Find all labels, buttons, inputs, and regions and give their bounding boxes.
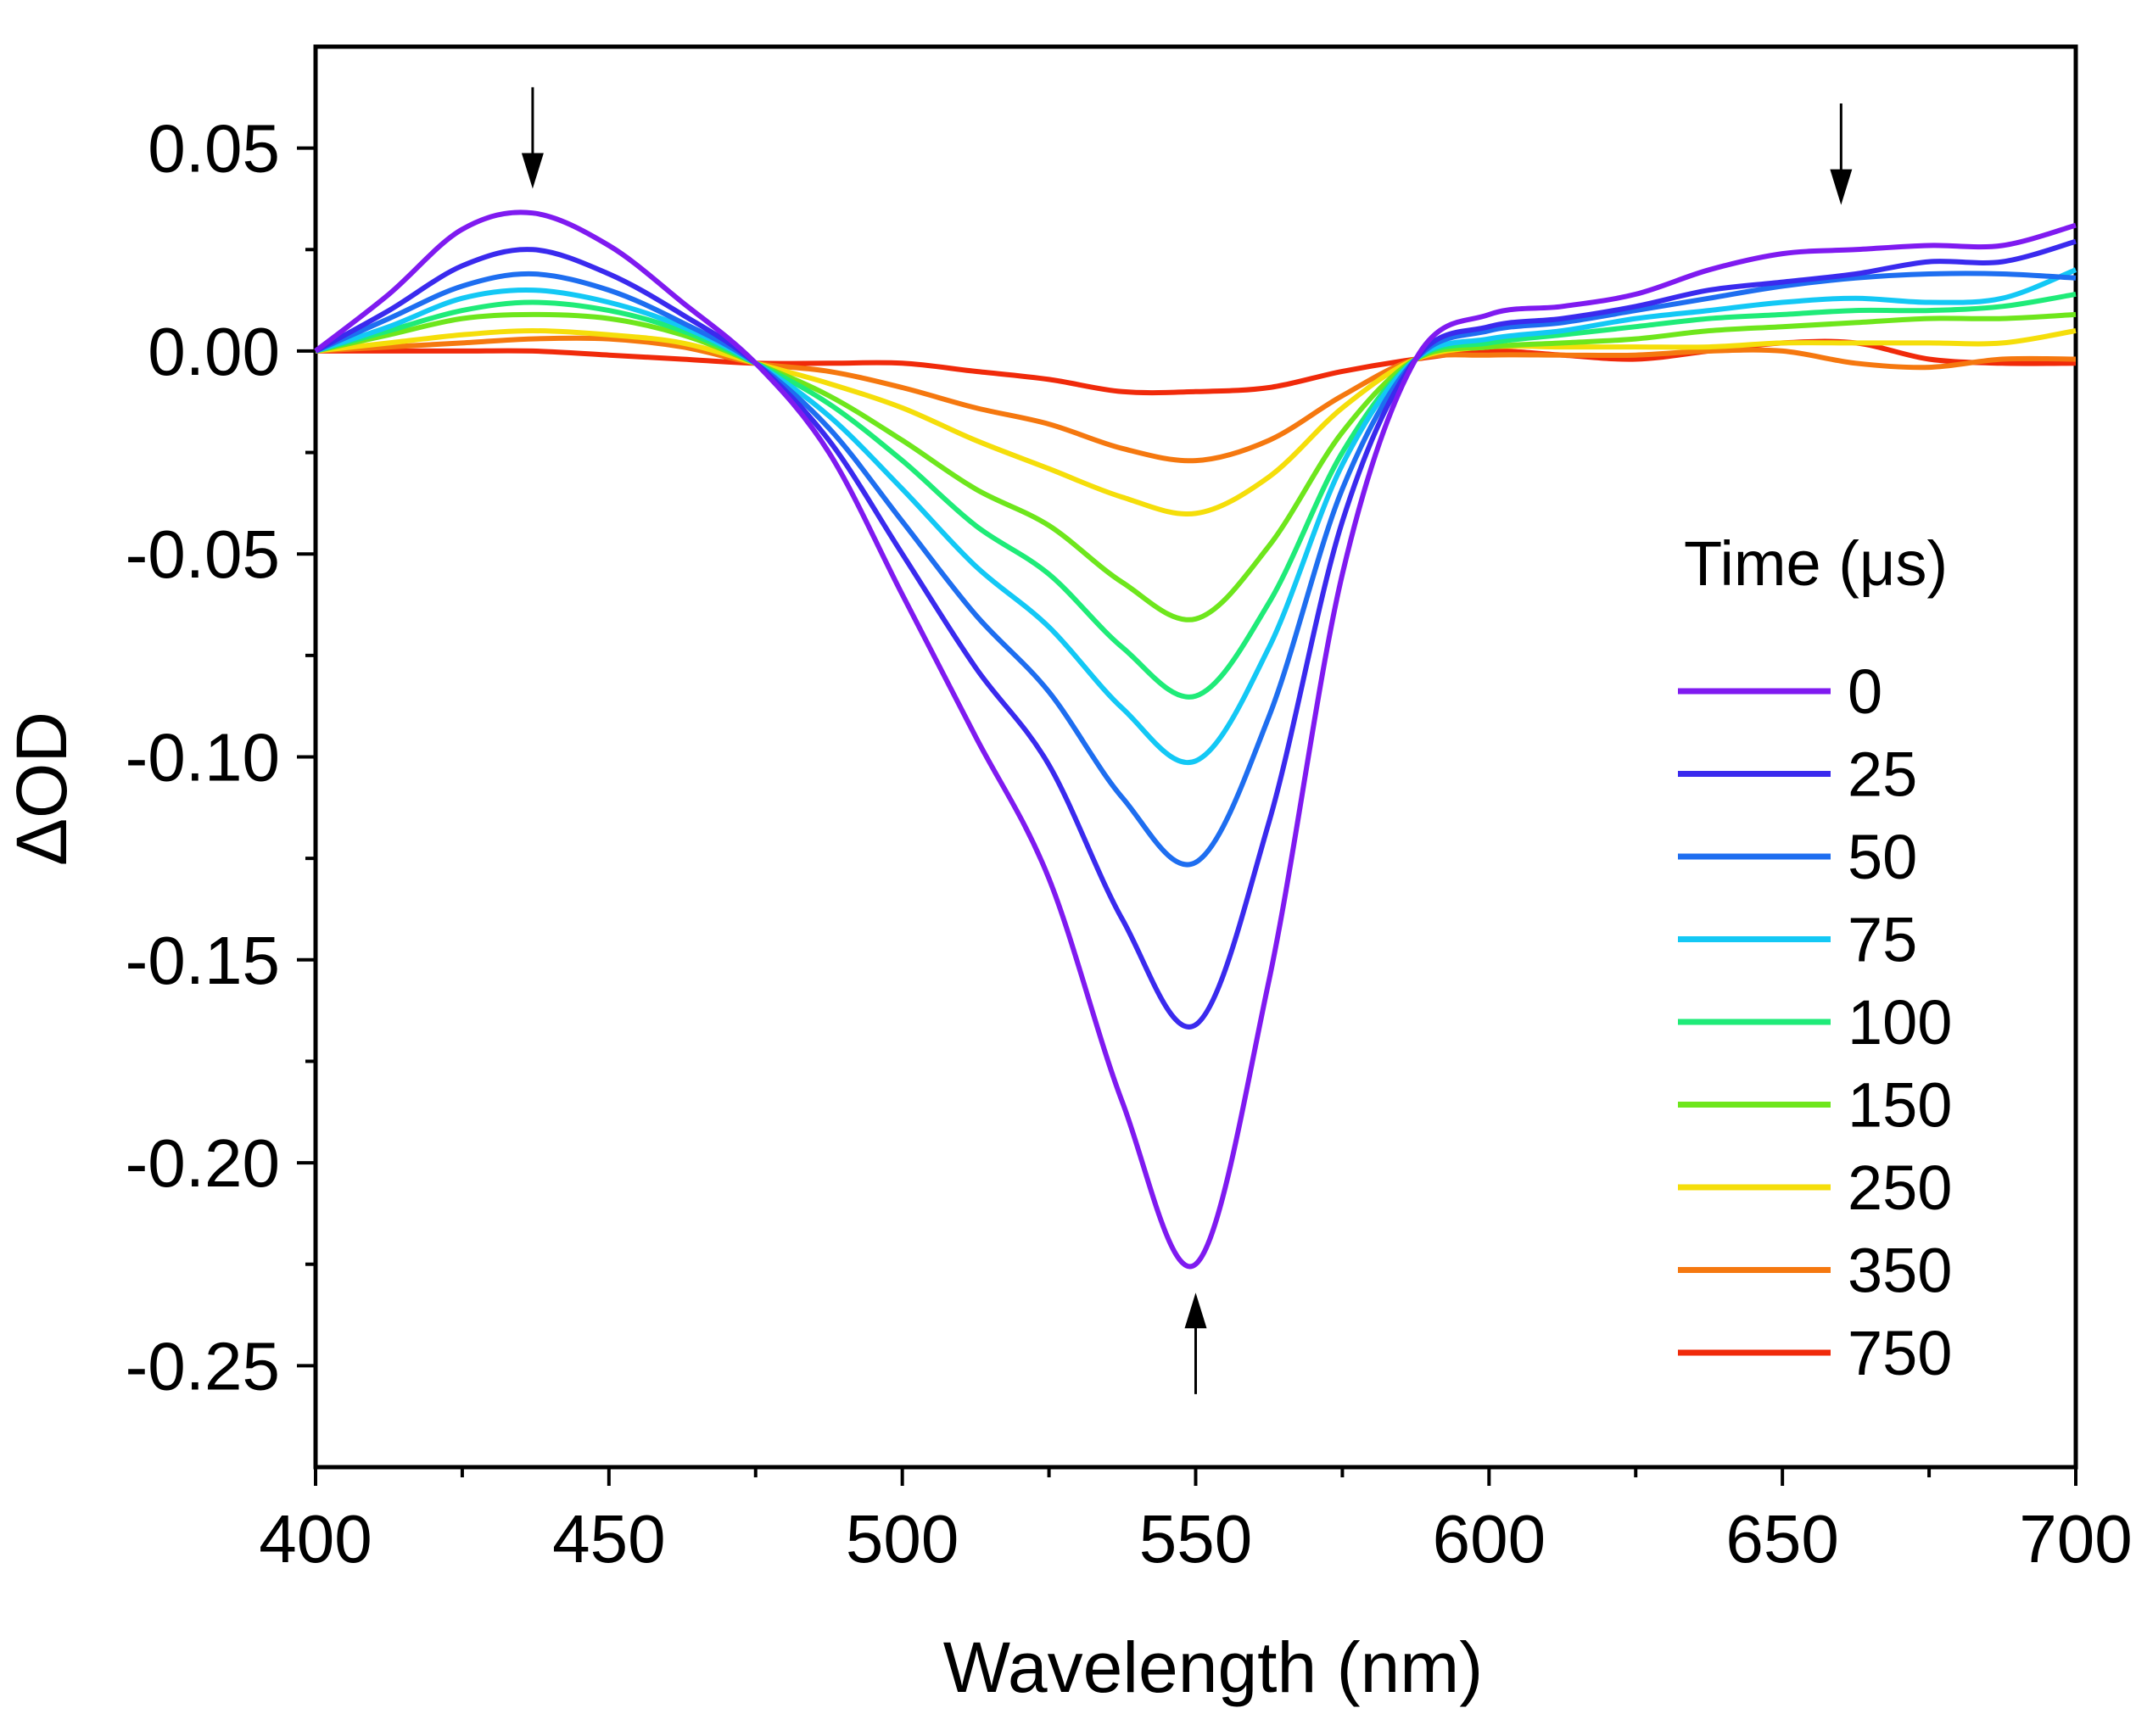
- legend-label-750: 750: [1848, 1318, 1952, 1388]
- x-tick-label: 450: [552, 1501, 665, 1577]
- y-axis-title: ΔOD: [2, 712, 81, 866]
- legend-label-25: 25: [1848, 740, 1917, 810]
- series-line-750: [316, 338, 2077, 396]
- series-line-75: [315, 267, 2077, 766]
- arrow-down-icon: [521, 153, 544, 189]
- series-line-150: [315, 311, 2077, 622]
- series-line-250: [315, 328, 2077, 517]
- legend-label-50: 50: [1848, 822, 1917, 892]
- x-tick-label: 400: [259, 1501, 372, 1577]
- series-line-50: [314, 271, 2077, 868]
- y-tick-label: -0.05: [126, 516, 280, 592]
- y-tick-label: -0.10: [126, 720, 280, 795]
- annotations-group: [521, 87, 1853, 1394]
- legend-label-150: 150: [1848, 1070, 1952, 1141]
- x-tick-label: 550: [1139, 1501, 1252, 1577]
- y-tick-label: -0.25: [126, 1328, 280, 1404]
- x-tick-label: 700: [2019, 1501, 2132, 1577]
- arrow-down-icon: [1830, 169, 1853, 205]
- series-line-350: [315, 335, 2077, 464]
- legend-title: Time (μs): [1684, 528, 1948, 599]
- legend-label-75: 75: [1848, 905, 1917, 975]
- x-tick-label: 600: [1433, 1501, 1546, 1577]
- axes-group: 400 450 500 550 600 650 7000.050.00-0.05-0.10-…: [126, 44, 2133, 1577]
- x-tick-label: 650: [1725, 1501, 1838, 1577]
- series-group: [314, 209, 2077, 1270]
- legend-label-0: 0: [1848, 656, 1882, 727]
- x-tick-label: 500: [846, 1501, 959, 1577]
- series-line-100: [315, 291, 2077, 700]
- series-line-0: [314, 209, 2077, 1270]
- arrow-up-icon: [1184, 1292, 1207, 1329]
- legend-label-100: 100: [1848, 987, 1952, 1058]
- legend: Time (μs) 0 25 50 75 100 150 250 350 750: [1678, 528, 1952, 1388]
- y-tick-label: -0.15: [126, 923, 280, 998]
- legend-label-250: 250: [1848, 1153, 1952, 1223]
- legend-label-350: 350: [1848, 1236, 1952, 1306]
- y-tick-label: 0.05: [148, 111, 280, 187]
- series-line-25: [314, 238, 2077, 1030]
- x-axis-title: Wavelength (nm): [943, 1627, 1483, 1707]
- y-tick-label: 0.00: [148, 314, 280, 389]
- y-tick-label: -0.20: [126, 1125, 280, 1201]
